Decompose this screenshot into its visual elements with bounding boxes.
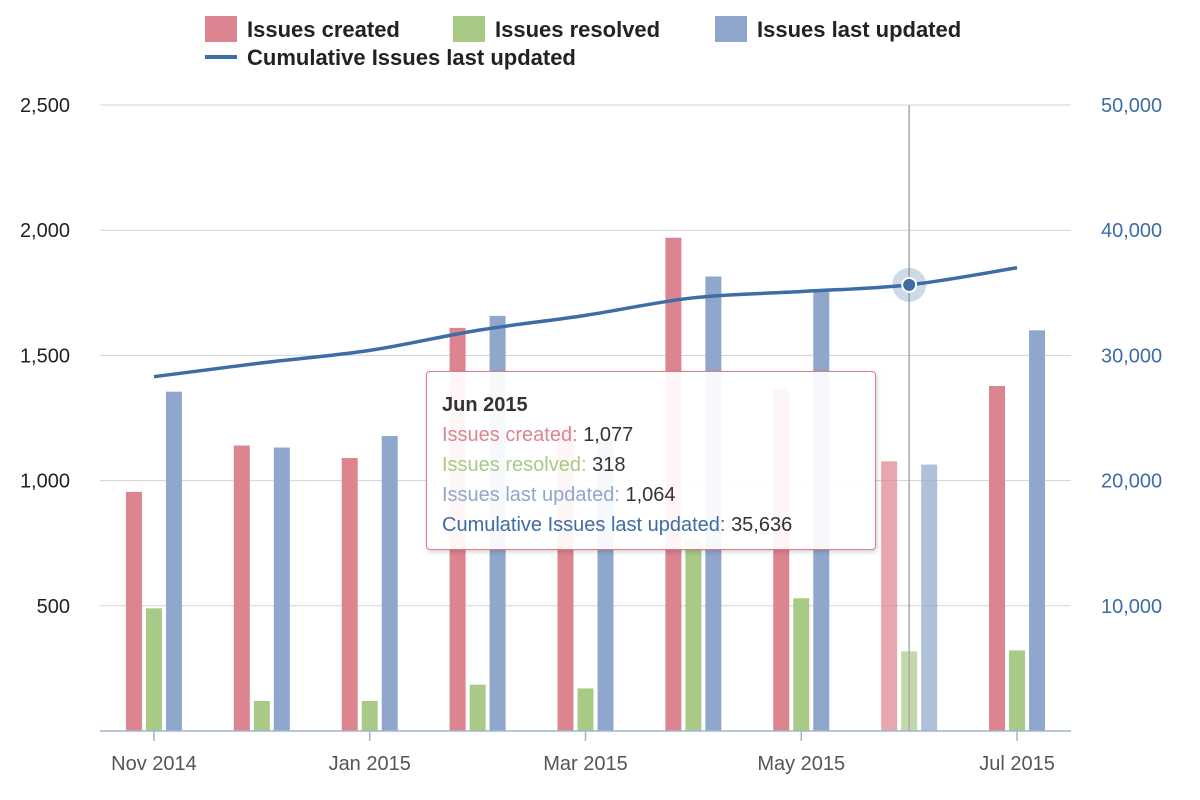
y-right-tick-label: 10,000 [1101,596,1162,618]
x-tick-label: Mar 2015 [543,753,628,775]
tooltip-value: 318 [592,454,626,476]
bar-issues-last-updated[interactable] [165,391,182,731]
bar-issues-created[interactable] [341,458,358,731]
y-left-tick-label: 2,500 [20,95,70,117]
bar-issues-last-updated[interactable] [381,436,398,731]
y-left-tick-label: 2,000 [20,220,70,242]
bar-issues-last-updated[interactable] [1029,330,1046,731]
x-tick-label: Jul 2015 [979,753,1055,775]
legend-label-issues-created[interactable]: Issues created [247,17,400,42]
tooltip-label: Issues created: [442,424,578,446]
bar-issues-resolved[interactable] [577,688,594,731]
bar-issues-created[interactable] [233,445,250,731]
left-axis: 500 1,000 1,500 2,000 2,500 [20,95,70,618]
tooltip-label: Issues resolved: [442,454,587,476]
legend-swatch-issues-resolved [453,16,485,42]
legend: Issues created Issues resolved Issues la… [205,16,961,70]
tooltip-value: 1,064 [625,484,676,506]
tooltip-value: 1,077 [583,424,634,446]
bar-issues-last-updated[interactable] [921,464,938,731]
y-left-tick-label: 1,000 [20,471,70,493]
tooltip-row-issues-created: Issues created: 1,077 [442,420,875,450]
tooltip-row-issues-resolved: Issues resolved: 318 [442,450,875,480]
y-right-tick-label: 30,000 [1101,345,1162,367]
legend-swatch-issues-created [205,16,237,42]
x-tick-label: May 2015 [757,753,845,775]
cumulative-line[interactable] [153,266,1018,379]
highlight-point[interactable] [901,276,918,293]
y-right-tick-label: 20,000 [1101,471,1162,493]
y-left-tick-label: 500 [37,596,70,618]
bar-issues-resolved[interactable] [793,598,810,731]
line-series [153,266,1018,379]
bar-issues-resolved[interactable] [469,684,486,731]
tooltip-label: Issues last updated: [442,484,620,506]
bar-issues-created[interactable] [881,461,898,731]
y-right-tick-label: 50,000 [1101,95,1162,117]
legend-swatch-issues-last-updated [715,16,747,42]
bar-issues-created[interactable] [989,385,1006,731]
right-axis: 10,000 20,000 30,000 40,000 50,000 [1101,95,1162,618]
bar-issues-last-updated[interactable] [273,447,290,731]
tooltip-row-cumulative-issues: Cumulative Issues last updated: 35,636 [442,510,875,540]
x-axis: Nov 2014 Jan 2015 Mar 2015 May 2015 Jul 2015 [100,730,1071,775]
tooltip: Jun 2015 Issues created: 1,077 Issues re… [426,371,876,550]
y-right-tick-label: 40,000 [1101,220,1162,242]
bar-issues-resolved[interactable] [145,608,162,731]
tooltip-title: Jun 2015 [442,394,528,416]
bar-issues-resolved[interactable] [685,540,702,731]
bar-issues-created[interactable] [125,491,142,731]
y-left-tick-label: 1,500 [20,345,70,367]
legend-label-issues-resolved[interactable]: Issues resolved [495,17,660,42]
x-tick-label: Jan 2015 [329,753,411,775]
bar-issues-resolved[interactable] [253,700,270,731]
bar-issues-resolved[interactable] [361,700,378,731]
tooltip-label: Cumulative Issues last updated: [442,514,726,536]
bar-issues-resolved[interactable] [1009,650,1026,731]
tooltip-value: 35,636 [731,514,793,536]
x-tick-label: Nov 2014 [111,753,197,775]
legend-label-cumulative-issues[interactable]: Cumulative Issues last updated [247,45,576,70]
legend-label-issues-last-updated[interactable]: Issues last updated [757,17,961,42]
tooltip-row-issues-last-updated: Issues last updated: 1,064 [442,480,875,510]
